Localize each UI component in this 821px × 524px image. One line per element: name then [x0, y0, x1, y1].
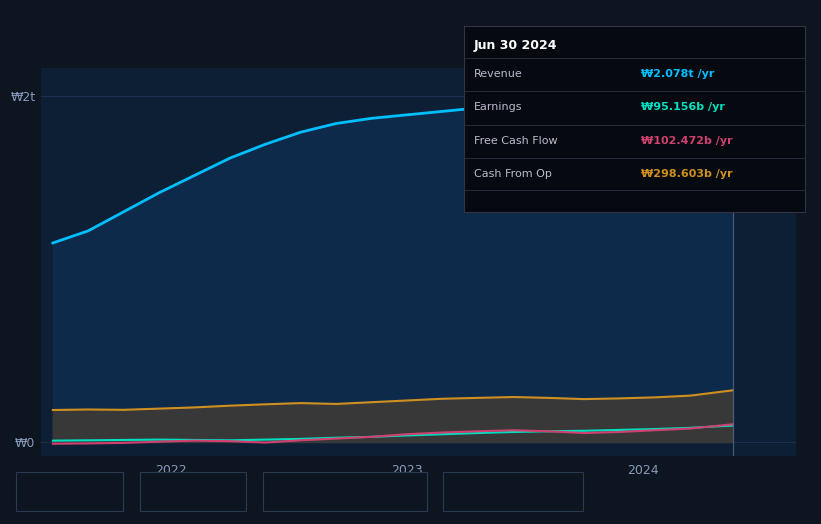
Text: ₩2.078t /yr: ₩2.078t /yr: [641, 69, 714, 79]
Text: Free Cash Flow: Free Cash Flow: [474, 136, 557, 146]
Text: ●: ●: [451, 486, 461, 496]
Text: Jun 30 2024: Jun 30 2024: [474, 39, 557, 52]
Text: Cash From Op: Cash From Op: [468, 485, 550, 498]
Text: ₩298.603b /yr: ₩298.603b /yr: [641, 169, 732, 179]
Text: ●: ●: [147, 486, 157, 496]
Text: Revenue: Revenue: [41, 485, 93, 498]
Text: ●: ●: [24, 486, 34, 496]
Text: Cash From Op: Cash From Op: [474, 169, 552, 179]
Text: ₩95.156b /yr: ₩95.156b /yr: [641, 103, 725, 113]
Text: Free Cash Flow: Free Cash Flow: [287, 485, 376, 498]
Text: Past: Past: [734, 84, 757, 94]
Text: Earnings: Earnings: [474, 103, 523, 113]
Text: ●: ●: [270, 486, 280, 496]
Text: Revenue: Revenue: [474, 69, 523, 79]
Text: Earnings: Earnings: [164, 485, 216, 498]
Text: ₩102.472b /yr: ₩102.472b /yr: [641, 136, 732, 146]
